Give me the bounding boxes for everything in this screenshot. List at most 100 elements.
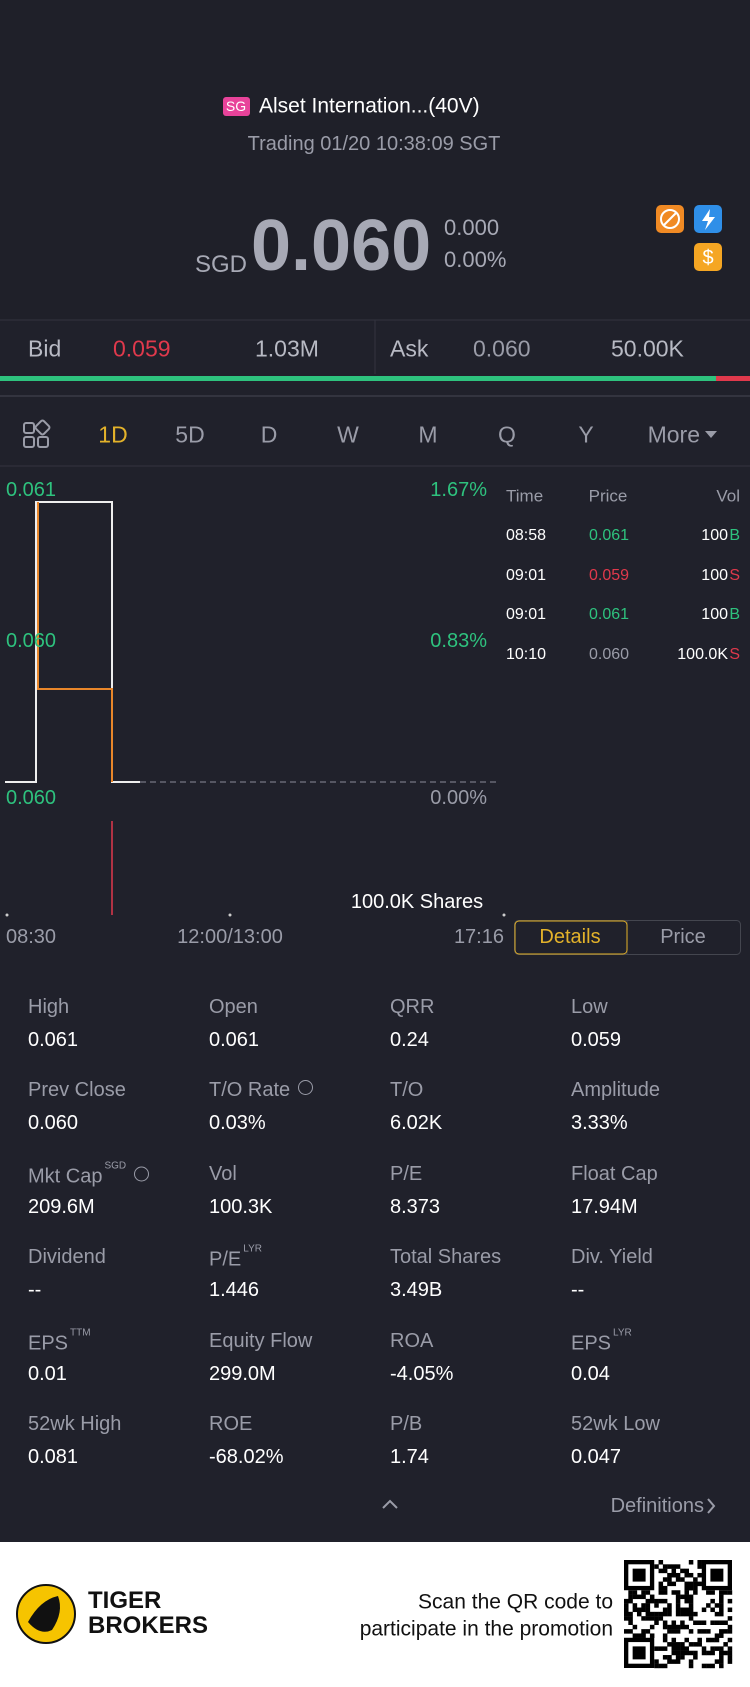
qr-module (684, 1590, 689, 1595)
qr-module (714, 1620, 720, 1625)
qr-module (671, 1659, 677, 1664)
qr-module (688, 1629, 694, 1634)
definitions-link[interactable]: Definitions (610, 1495, 704, 1517)
stat-label: Div. Yield (571, 1246, 653, 1269)
qr-module (688, 1663, 694, 1669)
qr-module (684, 1624, 689, 1630)
price-line (5, 501, 140, 783)
qr-module (628, 1611, 633, 1617)
chevron (707, 1498, 716, 1514)
period-tab[interactable]: M (418, 421, 438, 448)
qr-module (636, 1633, 642, 1638)
stat-label: Float Cap (571, 1162, 658, 1185)
period-more[interactable]: More (647, 421, 700, 448)
qr-module (727, 1598, 733, 1604)
stat-label: Low (571, 996, 608, 1018)
stat-value: 0.24 (390, 1029, 429, 1051)
qr-module (693, 1655, 698, 1660)
qr-module (658, 1560, 664, 1565)
qr-module (719, 1659, 724, 1664)
trade-price: 0.061 (588, 606, 630, 623)
qr-module (684, 1598, 689, 1604)
stat-value: 17.94M (571, 1195, 638, 1218)
icon-a-glyph (660, 209, 680, 229)
qr-module (727, 1646, 733, 1651)
qr-module (667, 1629, 672, 1634)
period-tab[interactable]: W (337, 421, 359, 448)
brand-name: TIGER (88, 1587, 162, 1614)
qr-module (693, 1577, 698, 1582)
stat-label: Open (209, 996, 258, 1018)
qr-module (675, 1655, 681, 1660)
qr-module (697, 1629, 702, 1634)
qr-module (701, 1663, 707, 1669)
period-tab[interactable]: Y (578, 421, 594, 448)
stat-value: 0.01 (28, 1362, 67, 1385)
qr-module (662, 1633, 668, 1638)
qr-module (675, 1594, 681, 1600)
qr-module (697, 1642, 702, 1647)
stat-value: -- (571, 1279, 585, 1302)
stat-value: 0.03% (209, 1112, 266, 1135)
qr-module (675, 1659, 681, 1664)
stat-label: P/E (390, 1162, 423, 1185)
detail-tab[interactable]: Details (539, 926, 601, 948)
qr-module (628, 1629, 633, 1634)
qr-module (684, 1637, 689, 1643)
qr-module (714, 1659, 720, 1664)
period-tab[interactable]: D (260, 421, 278, 448)
header-bg (0, 0, 750, 320)
price-axis-label: 0.061 (6, 479, 57, 501)
time-axis-label: 17:16 (453, 926, 504, 948)
change-percent: 0.00% (444, 247, 507, 272)
qr-module (723, 1629, 728, 1634)
qr-module (697, 1572, 702, 1578)
qr-module (632, 1607, 638, 1613)
stat-label: Total Shares (390, 1246, 502, 1269)
stat-value: 3.49B (390, 1279, 443, 1302)
qr-module (662, 1568, 668, 1574)
trade-price: 0.061 (588, 527, 630, 544)
qr-module (727, 1624, 733, 1630)
info-icon[interactable] (298, 1080, 314, 1096)
detail-tab[interactable]: Price (660, 926, 706, 948)
qr-module (628, 1598, 633, 1604)
qr-module (628, 1594, 633, 1600)
qr-module (662, 1585, 668, 1591)
qr-module (658, 1646, 664, 1651)
stat-value: 6.02K (390, 1112, 443, 1135)
trade-price: 0.060 (588, 646, 630, 663)
period-tab[interactable]: 1D (98, 421, 128, 448)
icon-c-glyph: $ (702, 247, 713, 269)
stat-superscript: LYR (613, 1327, 632, 1339)
qr-module (697, 1564, 702, 1569)
qr-module (628, 1590, 633, 1595)
qr-module (710, 1568, 724, 1582)
qr-module (671, 1572, 677, 1578)
qr-module (671, 1650, 677, 1656)
qr-module (701, 1629, 707, 1634)
stock-name[interactable]: Alset Internation...(40V) (259, 94, 480, 118)
qr-module (714, 1611, 720, 1617)
stat-value: -- (28, 1279, 42, 1302)
info-icon[interactable] (134, 1166, 150, 1182)
stat-value: 0.061 (209, 1029, 260, 1051)
period-tab[interactable]: 5D (175, 421, 205, 448)
stat-superscript: TTM (70, 1327, 91, 1339)
qr-module (710, 1620, 715, 1625)
qr-module (671, 1590, 677, 1595)
qr-module (654, 1603, 659, 1608)
stat-value: 8.373 (390, 1195, 441, 1218)
qr-module (719, 1607, 724, 1613)
stat-value: 100.3K (209, 1195, 273, 1218)
stat-value: 0.060 (28, 1112, 79, 1135)
stat-label: Vol (209, 1162, 237, 1185)
qr-module (662, 1624, 668, 1630)
trade-volume: 100.0K (677, 646, 728, 663)
period-tab[interactable]: Q (498, 421, 516, 448)
qr-module (632, 1646, 646, 1660)
qr-module (636, 1607, 642, 1613)
qr-module (641, 1629, 646, 1634)
trade-volume: 100 (701, 567, 728, 584)
qr-module (719, 1594, 724, 1600)
